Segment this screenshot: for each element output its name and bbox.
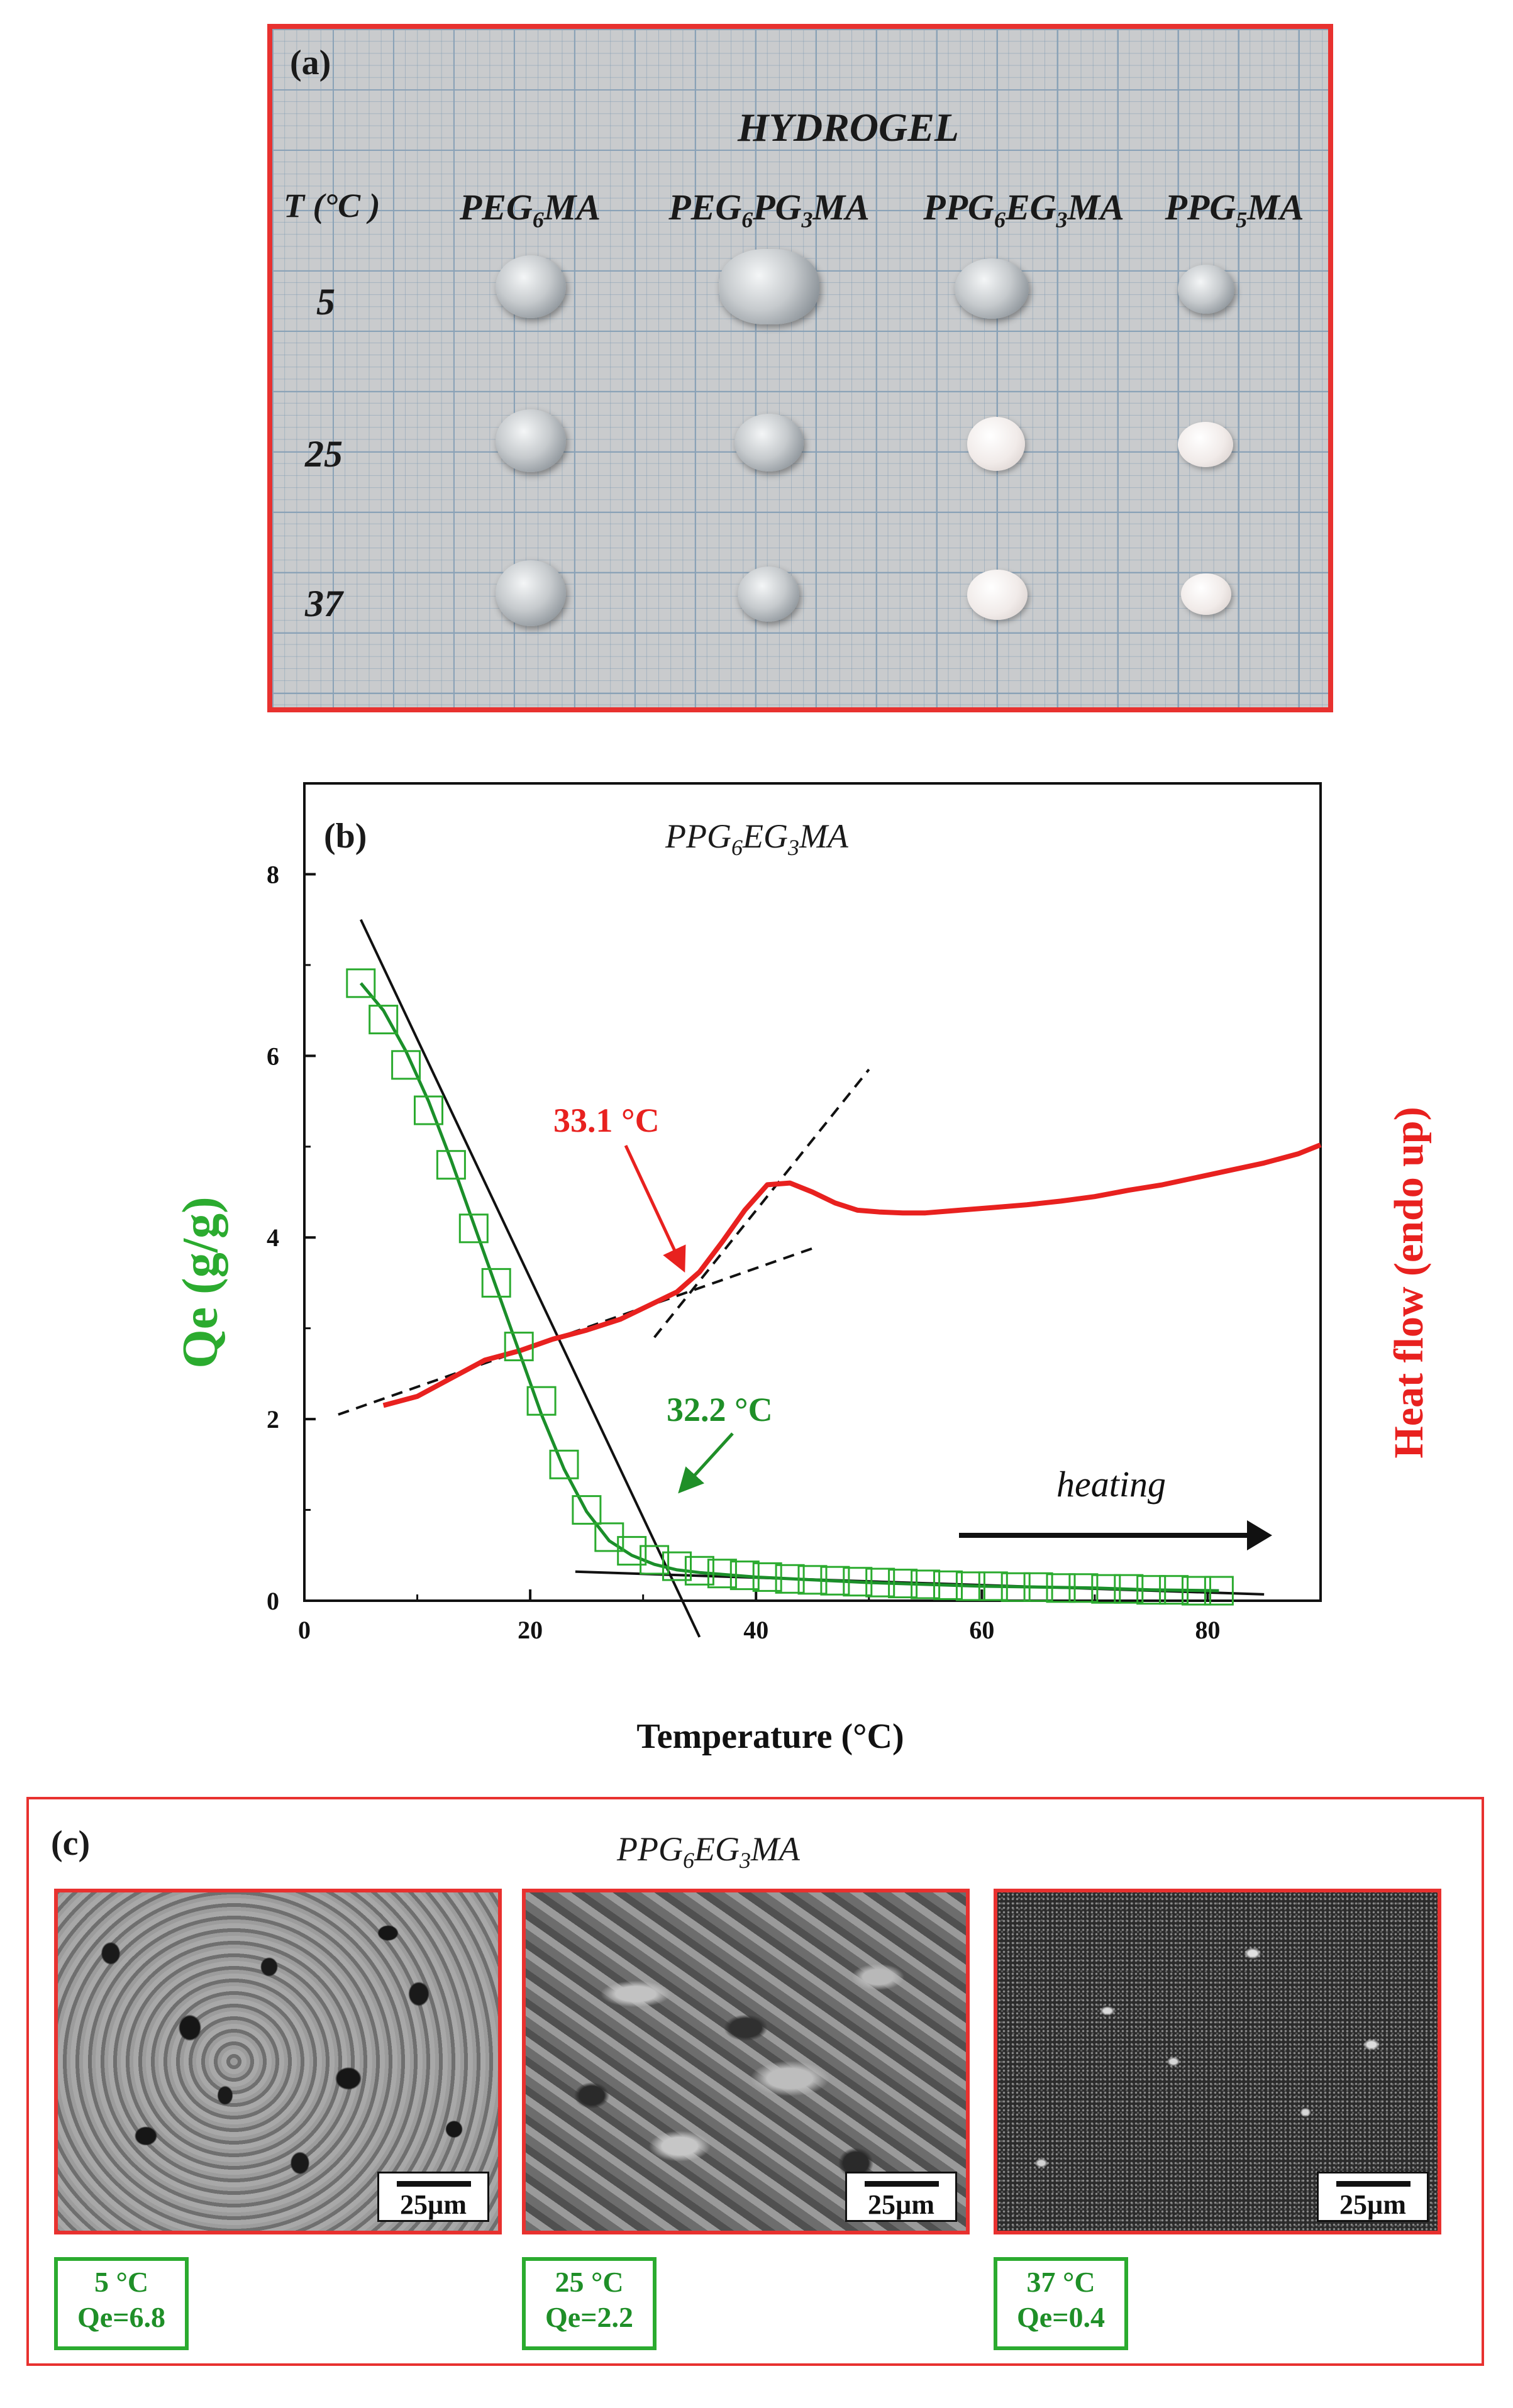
sample-peg6ma-5: [496, 255, 566, 318]
heating-label: heating: [1056, 1464, 1166, 1505]
swelling-data-point: [820, 1566, 850, 1596]
swelling-dsc-chart: 0 20 40 60 80 0 2 4 6 8 (b) PPG6EG3MA Temperature…: [173, 782, 1432, 1756]
sample-peg6pg3ma-25: [734, 414, 804, 472]
swelling-data-point: [481, 1268, 511, 1298]
sample-ppg5ma-25: [1178, 422, 1233, 467]
sample-ppg5ma-37: [1181, 573, 1231, 615]
swelling-data-point: [797, 1565, 828, 1595]
swelling-data-point: [640, 1545, 670, 1575]
swelling-data-point: [978, 1571, 1008, 1601]
swelling-data-point: [414, 1095, 443, 1125]
swelling-data-point: [1091, 1574, 1121, 1604]
swelling-data-point: [775, 1564, 805, 1594]
tangent-line-heatflow: [653, 1068, 870, 1339]
y-axis-label-left: Qe (g/g): [173, 1196, 228, 1368]
swelling-data-point: [1182, 1576, 1211, 1606]
swelling-data-point: [572, 1495, 602, 1525]
temperature-header: T (°C ): [284, 187, 380, 224]
swelling-data-point: [1046, 1573, 1076, 1603]
y-tick-label: 6: [267, 1042, 279, 1070]
annotation-heatflow-arrow: [624, 1144, 686, 1273]
row-label-25: 25: [305, 433, 343, 475]
swelling-data-point: [391, 1050, 421, 1080]
x-tick-label: 20: [518, 1616, 543, 1644]
swelling-data-point: [729, 1560, 760, 1591]
sample-peg6pg3ma-37: [738, 566, 799, 622]
swelling-data-point: [526, 1386, 557, 1416]
scale-bar-25c: 25µm: [845, 2172, 957, 2222]
scale-bar-37c: 25µm: [1317, 2172, 1429, 2222]
y-tick-label: 4: [267, 1223, 279, 1252]
sem-image-37c: 25µm: [994, 1889, 1441, 2234]
swelling-data-point: [1023, 1572, 1053, 1602]
swelling-data-point: [933, 1570, 963, 1600]
panel-c-title: PPG6EG3MA: [617, 1830, 800, 1873]
column-header-ppg5ma: PPG5MA: [1165, 187, 1304, 233]
panel-c-label: (c): [51, 1824, 91, 1863]
swelling-data-point: [617, 1536, 647, 1566]
sem-image-25c: 25µm: [522, 1889, 970, 2234]
sample-peg6ma-25: [496, 409, 566, 472]
plot-frame: [303, 782, 1322, 1602]
swelling-data-point: [911, 1569, 941, 1599]
swelling-data-point: [1068, 1573, 1099, 1603]
annotation-swelling-onset: 32.2 °C: [667, 1391, 773, 1428]
sample-ppg5ma-5: [1178, 265, 1234, 314]
swelling-data-point: [843, 1567, 873, 1597]
x-tick-label: 0: [298, 1616, 311, 1644]
panel-a-label: (a): [290, 43, 331, 82]
sample-ppg6eg3ma-5: [955, 258, 1029, 319]
swelling-data-point: [436, 1150, 466, 1180]
row-label-37: 37: [305, 583, 343, 624]
sample-peg6pg3ma-5: [719, 249, 819, 324]
panel-b-label: (b): [324, 817, 367, 856]
sample-peg6ma-37: [496, 560, 566, 626]
scale-bar-5c: 25µm: [377, 2172, 489, 2222]
tangent-line-qe: [359, 919, 701, 1638]
swelling-fit-curve: [359, 982, 1219, 1593]
sem-panel: (c) PPG6EG3MA: [26, 1797, 1484, 2366]
chart-title: PPG6EG3MA: [665, 817, 849, 860]
swelling-data-point: [1204, 1576, 1234, 1606]
swelling-data-point: [1114, 1574, 1144, 1604]
x-tick-label: 80: [1195, 1616, 1220, 1644]
hydrogel-photo-panel: (a) HYDROGEL T (°C ) PEG6MA PEG6PG3MA PP…: [267, 24, 1333, 712]
condition-label-37c: 37 °C Qe=0.4: [994, 2257, 1128, 2350]
sem-image-5c: 25µm: [54, 1889, 502, 2234]
column-header-ppg6eg3ma: PPG6EG3MA: [923, 187, 1124, 233]
y-tick-label: 0: [267, 1587, 279, 1615]
swelling-data-point: [888, 1569, 918, 1599]
heatflow-curve: [382, 1142, 1322, 1408]
swelling-data-point: [504, 1332, 534, 1362]
row-label-5: 5: [316, 281, 335, 323]
swelling-data-point: [865, 1567, 895, 1598]
swelling-data-point: [1000, 1572, 1031, 1602]
column-header-peg6ma: PEG6MA: [459, 187, 601, 233]
column-header-peg6pg3ma: PEG6PG3MA: [668, 187, 870, 233]
swelling-data-point: [346, 968, 376, 998]
y-tick-label: 8: [267, 860, 279, 888]
annotation-swelling-arrow: [678, 1432, 734, 1494]
swelling-data-point: [549, 1449, 579, 1479]
y-tick-label: 2: [267, 1405, 279, 1433]
hydrogel-title: HYDROGEL: [738, 105, 959, 150]
swelling-data-point: [707, 1559, 737, 1589]
swelling-data-point: [684, 1555, 714, 1586]
sample-ppg6eg3ma-25: [967, 417, 1025, 471]
swelling-data-point: [662, 1551, 692, 1581]
condition-label-5c: 5 °C Qe=6.8: [54, 2257, 189, 2350]
condition-label-25c: 25 °C Qe=2.2: [522, 2257, 657, 2350]
y-axis-label-right: Heat flow (endo up): [1386, 1107, 1432, 1458]
annotation-heatflow-onset: 33.1 °C: [553, 1102, 660, 1139]
swelling-data-point: [1159, 1575, 1189, 1605]
swelling-data-point: [369, 1005, 399, 1035]
swelling-data-point: [458, 1213, 489, 1244]
sample-ppg6eg3ma-37: [967, 570, 1028, 620]
x-tick-label: 60: [969, 1616, 994, 1644]
swelling-data-point: [1136, 1575, 1167, 1605]
x-tick-label: 40: [743, 1616, 768, 1644]
swelling-data-point: [955, 1571, 985, 1601]
swelling-data-point: [752, 1562, 782, 1592]
x-axis-label: Temperature (°C): [636, 1717, 904, 1756]
